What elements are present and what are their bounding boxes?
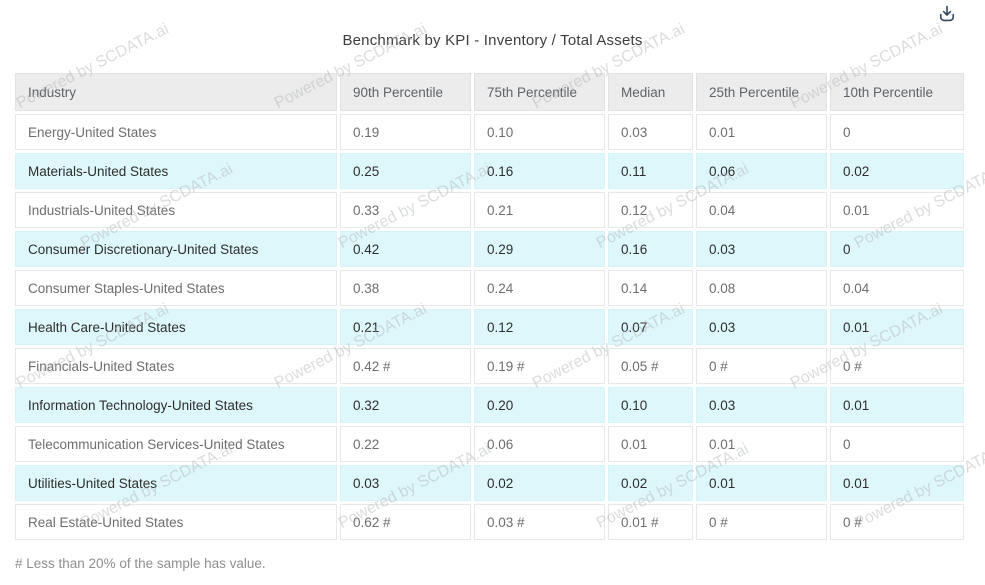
value-cell: 0.01 — [830, 309, 964, 345]
industry-cell: Energy-United States — [15, 114, 337, 150]
table-row: Industrials-United States 0.33 0.21 0.12 0.0… — [15, 192, 964, 228]
value-cell: 0.01 — [696, 465, 827, 501]
value-cell: 0 — [830, 426, 964, 462]
value-cell: 0.21 — [340, 309, 471, 345]
value-cell: 0.42 # — [340, 348, 471, 384]
industry-cell: Real Estate-United States — [15, 504, 337, 540]
value-cell: 0.01 — [696, 426, 827, 462]
value-cell: 0 # — [830, 348, 964, 384]
value-cell: 0 — [830, 114, 964, 150]
table-body: Energy-United States 0.19 0.10 0.03 0.01 0 Mat… — [15, 114, 964, 540]
value-cell: 0.19 # — [474, 348, 605, 384]
footnote: # Less than 20% of the sample has value. — [15, 556, 266, 571]
value-cell: 0.04 — [696, 192, 827, 228]
value-cell: 0.03 — [696, 231, 827, 267]
value-cell: 0.04 — [830, 270, 964, 306]
industry-cell: Health Care-United States — [15, 309, 337, 345]
value-cell: 0.22 — [340, 426, 471, 462]
value-cell: 0.62 # — [340, 504, 471, 540]
value-cell: 0.01 — [830, 465, 964, 501]
value-cell: 0.03 — [608, 114, 693, 150]
column-header-industry: Industry — [15, 73, 337, 111]
industry-cell: Industrials-United States — [15, 192, 337, 228]
benchmark-table: Industry 90th Percentile 75th Percentile Me… — [12, 70, 967, 543]
value-cell: 0 — [830, 231, 964, 267]
value-cell: 0.05 # — [608, 348, 693, 384]
column-header-90th-percentile: 90th Percentile — [340, 73, 471, 111]
value-cell: 0.32 — [340, 387, 471, 423]
value-cell: 0.16 — [474, 153, 605, 189]
value-cell: 0.07 — [608, 309, 693, 345]
table-header-row: Industry 90th Percentile 75th Percentile Me… — [15, 73, 964, 111]
table-row: Information Technology-United States 0.32… — [15, 387, 964, 423]
value-cell: 0.01 # — [608, 504, 693, 540]
value-cell: 0.02 — [474, 465, 605, 501]
value-cell: 0.06 — [696, 153, 827, 189]
value-cell: 0.01 — [608, 426, 693, 462]
value-cell: 0 # — [696, 348, 827, 384]
value-cell: 0.14 — [608, 270, 693, 306]
table-row: Telecommunication Services-United States… — [15, 426, 964, 462]
value-cell: 0.24 — [474, 270, 605, 306]
download-icon — [940, 5, 954, 22]
value-cell: 0.25 — [340, 153, 471, 189]
value-cell: 0.01 — [696, 114, 827, 150]
table-row: Health Care-United States 0.21 0.12 0.07 0.0… — [15, 309, 964, 345]
value-cell: 0.11 — [608, 153, 693, 189]
value-cell: 0.19 — [340, 114, 471, 150]
value-cell: 0.02 — [830, 153, 964, 189]
value-cell: 0.20 — [474, 387, 605, 423]
industry-cell: Utilities-United States — [15, 465, 337, 501]
table-row: Consumer Discretionary-United States 0.42… — [15, 231, 964, 267]
column-header-25th-percentile: 25th Percentile — [696, 73, 827, 111]
value-cell: 0.01 — [830, 192, 964, 228]
value-cell: 0.03 — [340, 465, 471, 501]
value-cell: 0.10 — [608, 387, 693, 423]
value-cell: 0.12 — [474, 309, 605, 345]
value-cell: 0.10 — [474, 114, 605, 150]
table-row: Materials-United States 0.25 0.16 0.11 0.06 0… — [15, 153, 964, 189]
column-header-10th-percentile: 10th Percentile — [830, 73, 964, 111]
value-cell: 0.03 — [696, 387, 827, 423]
value-cell: 0.29 — [474, 231, 605, 267]
value-cell: 0.03 — [696, 309, 827, 345]
value-cell: 0.42 — [340, 231, 471, 267]
value-cell: 0.33 — [340, 192, 471, 228]
value-cell: 0.21 — [474, 192, 605, 228]
value-cell: 0 # — [696, 504, 827, 540]
table-row: Financials-United States 0.42 #0.19 #0.05… — [15, 348, 964, 384]
table-row: Real Estate-United States 0.62 #0.03 #0.0… — [15, 504, 964, 540]
industry-cell: Materials-United States — [15, 153, 337, 189]
table-row: Utilities-United States 0.03 0.02 0.02 0.01 0… — [15, 465, 964, 501]
industry-cell: Consumer Discretionary-United States — [15, 231, 337, 267]
value-cell: 0.08 — [696, 270, 827, 306]
industry-cell: Information Technology-United States — [15, 387, 337, 423]
column-header-median: Median — [608, 73, 693, 111]
table-row: Consumer Staples-United States 0.38 0.24 0.… — [15, 270, 964, 306]
industry-cell: Financials-United States — [15, 348, 337, 384]
table-row: Energy-United States 0.19 0.10 0.03 0.01 0 — [15, 114, 964, 150]
industry-cell: Consumer Staples-United States — [15, 270, 337, 306]
value-cell: 0.02 — [608, 465, 693, 501]
value-cell: 0.38 — [340, 270, 471, 306]
download-button[interactable] — [935, 2, 959, 26]
value-cell: 0.06 — [474, 426, 605, 462]
value-cell: 0.16 — [608, 231, 693, 267]
value-cell: 0.12 — [608, 192, 693, 228]
industry-cell: Telecommunication Services-United States — [15, 426, 337, 462]
page-title: Benchmark by KPI - Inventory / Total Ass… — [342, 32, 643, 49]
column-header-75th-percentile: 75th Percentile — [474, 73, 605, 111]
value-cell: 0 # — [830, 504, 964, 540]
value-cell: 0.03 # — [474, 504, 605, 540]
value-cell: 0.01 — [830, 387, 964, 423]
